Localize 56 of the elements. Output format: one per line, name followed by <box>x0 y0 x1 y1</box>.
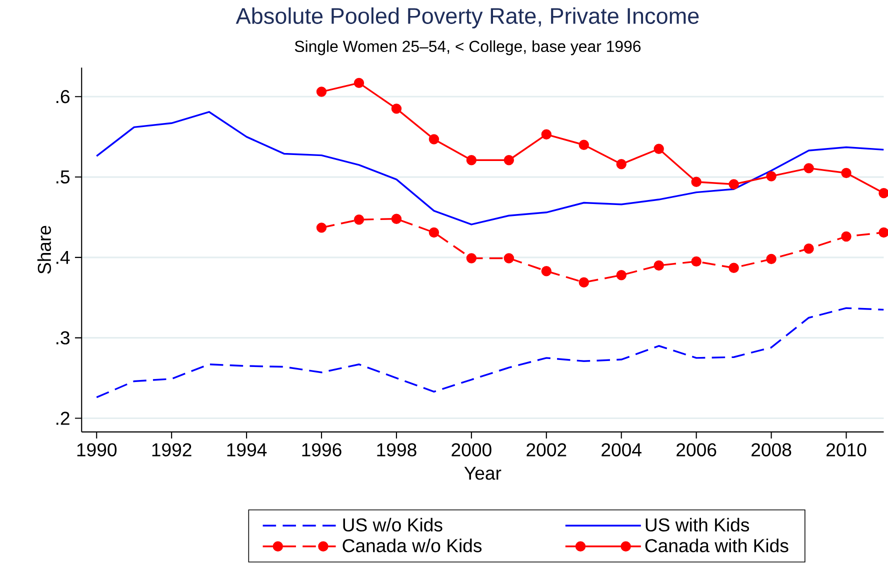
point <box>691 256 702 266</box>
point <box>354 78 364 88</box>
y-tick-label: .5 <box>56 170 70 184</box>
point <box>654 260 664 270</box>
point <box>841 168 852 178</box>
y-tick-label: .4 <box>56 250 70 264</box>
point <box>354 214 364 225</box>
point <box>504 253 514 264</box>
point <box>654 144 664 154</box>
point <box>391 103 402 114</box>
point <box>466 253 477 264</box>
chart-title: Absolute Pooled Poverty Rate, Private Income <box>236 7 699 28</box>
point <box>766 254 776 264</box>
point <box>428 134 440 144</box>
point <box>766 171 776 182</box>
x-tick-label: 1996 <box>302 443 342 456</box>
x-tick-label: 2002 <box>526 443 566 456</box>
legend-label: US with Kids <box>646 518 750 532</box>
point <box>804 162 814 174</box>
point <box>391 214 402 224</box>
x-tick-label: 2006 <box>676 443 716 456</box>
y-axis-title: Share <box>37 226 52 274</box>
x-tick-label: 1992 <box>152 443 192 456</box>
point <box>841 231 852 242</box>
line-series <box>96 307 884 398</box>
point <box>691 176 702 187</box>
chart-subtitle: Single Women 25–54, < College, base year 1996 <box>294 40 641 56</box>
x-tick-label: 2004 <box>602 443 642 456</box>
point <box>616 158 626 170</box>
point <box>504 154 514 166</box>
x-tick-label: 2000 <box>452 443 492 456</box>
point <box>728 179 739 190</box>
point <box>804 243 814 254</box>
point <box>428 227 440 238</box>
x-axis-title: Year <box>464 466 502 480</box>
point <box>316 86 327 97</box>
point <box>316 222 327 233</box>
legend-label: Canada w/o Kids <box>342 538 482 552</box>
point <box>578 277 589 288</box>
legend-label: US w/o Kids <box>343 518 442 532</box>
y-tick-label: .6 <box>56 90 70 104</box>
legend-label: Canada with Kids <box>645 538 788 552</box>
x-tick-label: 2008 <box>752 443 792 456</box>
x-tick-label: 1998 <box>377 443 416 456</box>
point <box>616 270 626 280</box>
point <box>541 266 552 276</box>
y-tick-label: .3 <box>56 331 70 344</box>
point <box>578 140 589 150</box>
point <box>541 129 552 140</box>
x-tick-label: 2010 <box>826 443 866 456</box>
x-tick-label: 1994 <box>227 443 267 456</box>
point <box>728 262 739 273</box>
line-series <box>96 110 884 226</box>
x-tick-label: 1990 <box>77 443 117 456</box>
point <box>466 154 477 166</box>
y-tick-label: .2 <box>56 412 70 425</box>
